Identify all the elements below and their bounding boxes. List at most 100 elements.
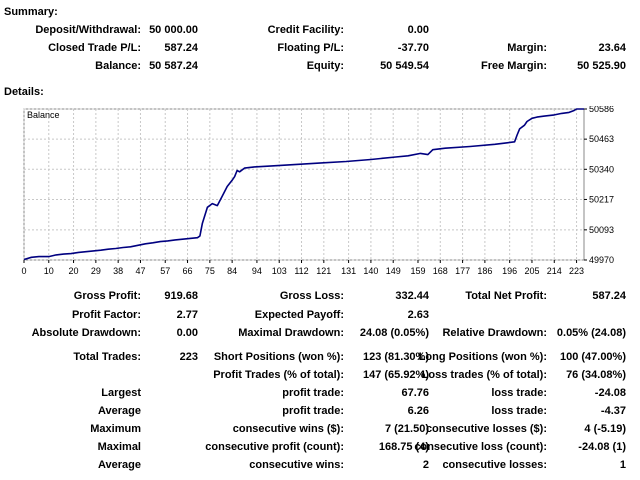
x-tick-label: 159 [410,266,425,276]
x-tick-label: 131 [341,266,356,276]
stat-value: -4.37 [600,405,626,417]
stat-label: profit trade: [282,405,344,417]
stat-value: 24.08 (0.05%) [359,327,429,339]
x-tick-label: 10 [44,266,54,276]
x-tick-label: 112 [294,266,308,276]
x-tick-label: 47 [135,266,145,276]
stat-label: Long Positions (won %): [418,351,547,363]
stat-value: 23.64 [598,42,626,54]
stat-value: 147 (65.92%) [362,369,429,381]
chart-grid [23,108,584,261]
stat-label: Maximal [97,441,141,453]
x-tick-label: 38 [113,266,123,276]
x-tick-label: 84 [227,266,237,276]
stat-label: Profit Factor: [71,309,141,321]
x-tick-label: 140 [363,266,378,276]
y-tick-label: 50093 [589,225,614,235]
x-tick-label: 75 [205,266,215,276]
stat-label: Balance: [95,60,141,72]
x-tick-label: 57 [160,266,170,276]
x-tick-label: 186 [477,266,492,276]
stat-value: 587.24 [164,42,198,54]
chart-ticks: 0 10 20 29 38 47 57 66 75 84 94 103 112 121 131 140 149 1… [21,106,614,276]
stat-label: Gross Profit: [73,290,141,302]
x-tick-label: 20 [69,266,79,276]
stat-value: 7 (21.50) [384,423,429,435]
x-tick-label: 94 [252,266,262,276]
x-tick-label: 29 [91,266,101,276]
stat-value: 50 587.24 [149,60,198,72]
stat-value: 168.75 (4) [378,441,429,453]
x-tick-label: 66 [183,266,193,276]
stat-label: Credit Facility: [267,24,344,36]
stat-value: 123 (81.30%) [362,351,429,363]
stat-label: Margin: [507,42,547,54]
stat-value: -24.08 (1) [578,441,626,453]
stat-label: Maximum [90,423,141,435]
stat-value: -37.70 [397,42,429,54]
stat-label: Deposit/Withdrawal: [35,24,141,36]
balance-chart: 0 10 20 29 38 47 57 66 75 84 94 103 112 121 131 140 149 1… [21,106,614,276]
stat-value: 0.00 [176,327,198,339]
stat-value: 2 [422,459,429,471]
x-tick-label: 196 [502,266,517,276]
stat-label: Total Net Profit: [465,290,547,302]
stat-value: 50 525.90 [577,60,626,72]
y-tick-label: 50586 [589,106,614,114]
stat-label: Equity: [306,60,344,72]
stat-value: 100 (47.00%) [559,351,626,363]
stat-label: Free Margin: [480,60,547,72]
stat-label: Gross Loss: [279,290,344,302]
stat-value: -24.08 [594,387,626,399]
stat-label: Short Positions (won %): [213,351,344,363]
stat-label: Largest [101,387,141,399]
stat-label: consecutive profit (count): [205,441,344,453]
stat-value: 919.68 [164,290,198,302]
stat-label: consecutive wins: [249,459,344,471]
stat-label: Profit Trades (% of total): [213,369,344,381]
x-tick-label: 223 [569,266,584,276]
y-tick-label: 50340 [589,164,614,174]
stat-value: 223 [179,351,198,363]
x-tick-label: 205 [524,266,539,276]
stat-value: 4 (-5.19) [584,423,626,435]
chart-series-label: Balance [27,110,60,120]
chart-plot-area [23,108,585,261]
stat-value: 0.05% (24.08) [556,327,626,339]
balance-line [23,108,584,261]
stat-label: profit trade: [282,387,344,399]
stat-value: 2.77 [176,309,198,321]
stat-value: 50 000.00 [149,24,198,36]
x-tick-label: 103 [272,266,287,276]
stat-value: 50 549.54 [380,60,429,72]
x-tick-label: 121 [316,266,331,276]
stat-label: Total Trades: [73,351,141,363]
stat-label: consecutive losses: [442,459,547,471]
stat-value: 6.26 [407,405,429,417]
stat-label: Closed Trade P/L: [48,42,141,54]
stat-label: Average [97,459,141,471]
x-tick-label: 177 [455,266,470,276]
stat-value: 1 [619,459,626,471]
stat-label: Average [97,405,141,417]
y-tick-label: 50217 [589,194,614,204]
stat-label: loss trade: [491,387,547,399]
stat-label: consecutive loss (count): [414,441,547,453]
stat-label: consecutive wins ($): [232,423,344,435]
stat-value: 0.00 [407,24,429,36]
stat-label: Relative Drawdown: [442,327,547,339]
stat-label: Maximal Drawdown: [238,327,344,339]
x-tick-label: 149 [386,266,401,276]
x-tick-label: 168 [433,266,448,276]
stat-value: 587.24 [592,290,626,302]
y-tick-label: 49970 [589,255,614,265]
stat-label: loss trade: [491,405,547,417]
stat-label: Absolute Drawdown: [31,327,141,339]
details-heading: Details: [4,86,44,98]
stat-label: Loss trades (% of total): [421,369,547,381]
stat-label: Floating P/L: [277,42,344,54]
stat-value: 2.63 [407,309,429,321]
stat-label: Expected Payoff: [254,309,344,321]
x-tick-label: 214 [547,266,562,276]
stat-value: 67.76 [401,387,429,399]
